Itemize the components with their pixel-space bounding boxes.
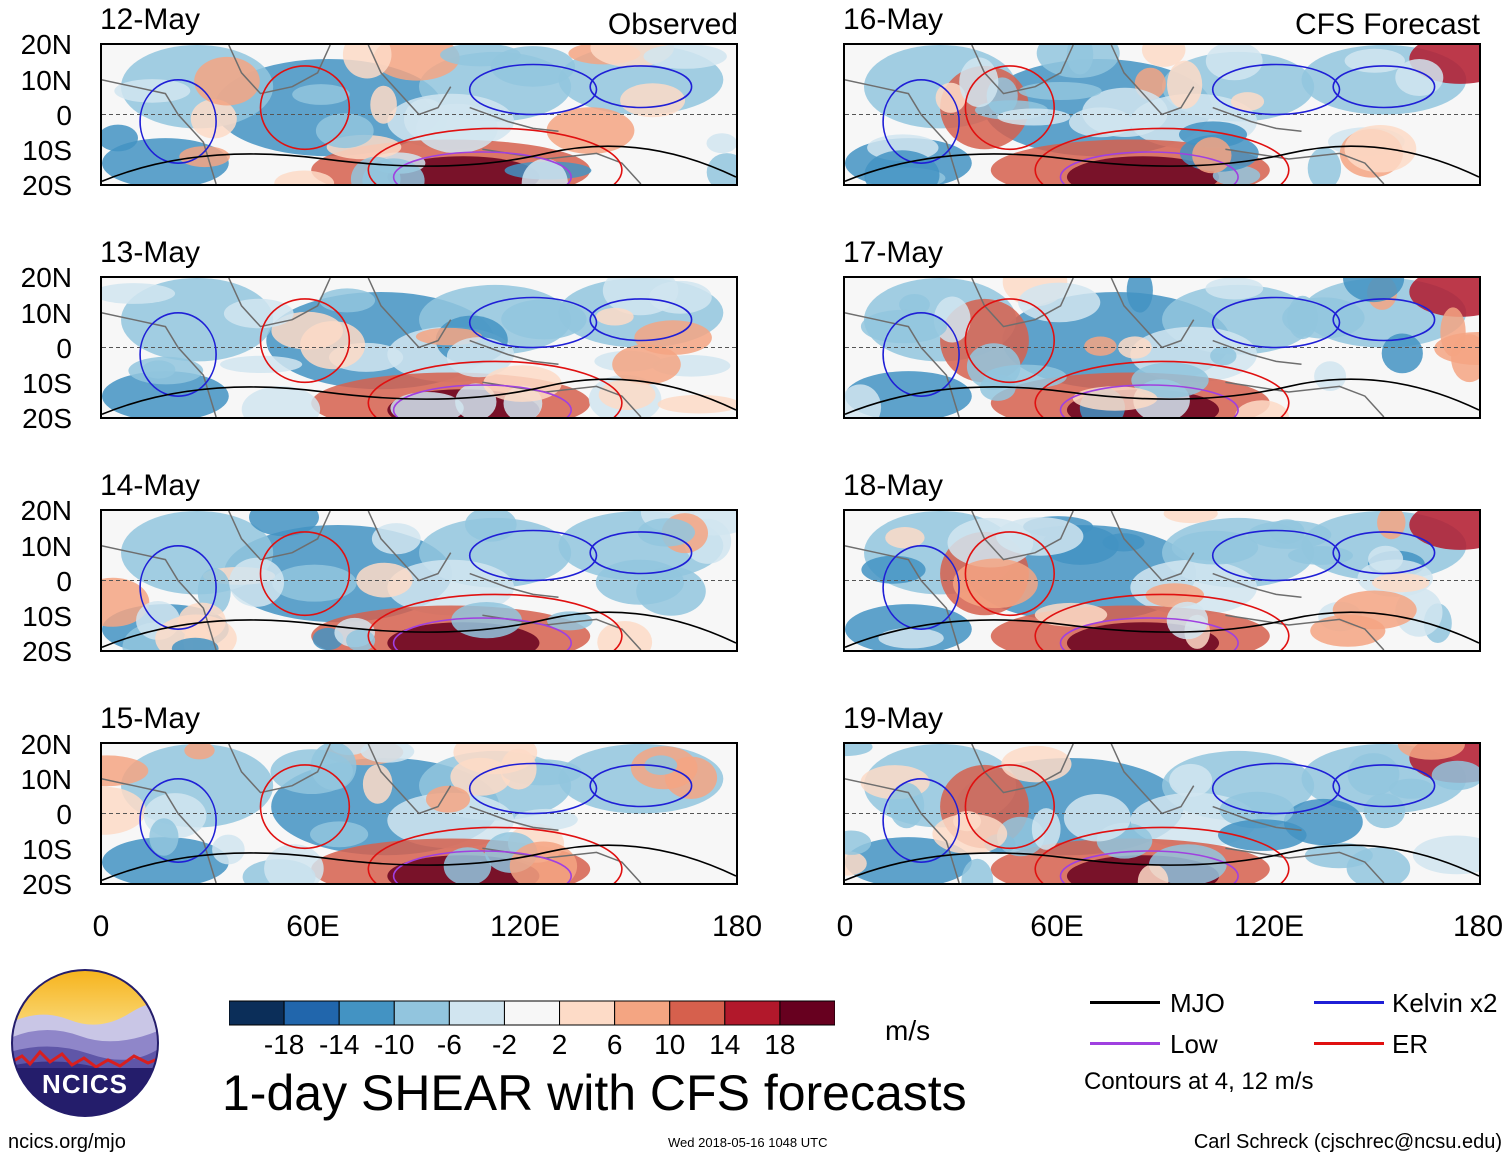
shear-map: [845, 45, 1479, 184]
panel-date: 16-May: [843, 3, 944, 36]
legend-line-low: [1090, 1042, 1160, 1045]
colorbar-swatch: [559, 1000, 616, 1026]
shear-map: [845, 278, 1479, 417]
colorbar-tick-label: 14: [709, 1029, 741, 1060]
panel-date: 18-May: [843, 469, 944, 502]
legend-label-mjo: MJO: [1170, 988, 1225, 1018]
lat-label: 20S: [22, 170, 72, 201]
ncics-logo: NCICS: [10, 968, 160, 1118]
units-label: m/s: [885, 1015, 931, 1046]
legend-line-er: [1314, 1042, 1384, 1045]
logo-text: NCICS: [42, 1069, 128, 1099]
shear-map: [845, 511, 1479, 650]
panel-date: 13-May: [100, 236, 201, 269]
lat-label: 10N: [20, 764, 72, 795]
lat-label: 20N: [20, 495, 72, 526]
footer-timestamp: Wed 2018-05-16 1048 UTC: [668, 1135, 828, 1150]
lat-label: 20N: [20, 262, 72, 293]
shear-map: [102, 278, 736, 417]
colorbar-swatch: [393, 1000, 450, 1026]
colorbar-tick-label: -10: [374, 1029, 415, 1060]
legend-label-kelvin: Kelvin x2: [1392, 988, 1498, 1018]
legend-line-mjo: [1090, 1001, 1160, 1004]
lat-label: 0: [56, 566, 72, 597]
legend-label-er: ER: [1392, 1029, 1429, 1059]
lat-label: 20N: [20, 29, 72, 60]
lat-label: 20S: [22, 403, 72, 434]
map-observed-3: [100, 509, 738, 652]
lat-label: 10N: [20, 298, 72, 329]
colorbar-tick-label: -18: [263, 1029, 305, 1060]
footer-url: ncics.org/mjo: [8, 1131, 126, 1153]
colorbar-tick-label: -14: [318, 1029, 360, 1060]
colorbar-swatch: [724, 1000, 781, 1026]
shear-map: [102, 511, 736, 650]
observed-label: Observed: [607, 8, 738, 41]
cfs-forecast-label: CFS Forecast: [1294, 8, 1480, 41]
panel-date: 15-May: [100, 702, 201, 735]
lon-label: 180: [1452, 910, 1504, 943]
colorbar-swatch: [614, 1000, 671, 1026]
lat-label: 10S: [22, 135, 72, 166]
colorbar-tick-label: 18: [764, 1029, 796, 1060]
colorbar-tick-label: 2: [551, 1029, 568, 1060]
lat-label: 10S: [22, 601, 72, 632]
lat-label: 10S: [22, 368, 72, 399]
colorbar-swatch: [229, 1000, 285, 1026]
logo-graphic: [11, 969, 159, 1117]
map-observed-4: [100, 742, 738, 885]
panel-date: 12-May: [100, 3, 201, 36]
map-observed-2: [100, 276, 738, 419]
map-forecast-1: [843, 43, 1481, 186]
lon-label: 0: [836, 910, 854, 943]
map-forecast-4: [843, 742, 1481, 885]
lon-label: 180: [711, 910, 763, 943]
map-forecast-2: [843, 276, 1481, 419]
panel-date: 14-May: [100, 469, 201, 502]
lat-label: 20S: [22, 869, 72, 900]
legend-note: Contours at 4, 12 m/s: [1084, 1068, 1314, 1095]
footer-author: Carl Schreck (cjschrec@ncsu.edu): [1193, 1131, 1502, 1153]
lat-label: 10S: [22, 834, 72, 865]
colorbar-swatch: [338, 1000, 395, 1026]
colorbar-tick-label: -6: [436, 1029, 462, 1060]
lon-label: 60E: [286, 910, 340, 943]
colorbar-swatch: [779, 1000, 835, 1026]
lat-label: 0: [56, 100, 72, 131]
figure-title: 1-day SHEAR with CFS forecasts: [222, 1065, 967, 1121]
lat-label: 20S: [22, 636, 72, 667]
lat-label: 20N: [20, 729, 72, 760]
panel-date: 19-May: [843, 702, 944, 735]
colorbar-tick-label: 10: [654, 1029, 686, 1060]
map-observed-1: [100, 43, 738, 186]
lat-label: 10N: [20, 531, 72, 562]
legend-label-low: Low: [1170, 1029, 1218, 1059]
colorbar-swatch: [503, 1000, 561, 1026]
colorbar-swatch: [669, 1000, 726, 1026]
shear-map: [102, 45, 736, 184]
colorbar-swatches: [229, 1000, 835, 1026]
lon-label: 120E: [1233, 910, 1305, 943]
colorbar-swatch: [283, 1000, 340, 1026]
lat-label: 10N: [20, 65, 72, 96]
colorbar-swatch: [448, 1000, 505, 1026]
map-forecast-3: [843, 509, 1481, 652]
colorbar-tick-label: 6: [606, 1029, 623, 1060]
lon-label: 120E: [489, 910, 561, 943]
lat-label: 0: [56, 799, 72, 830]
colorbar-tick-label: -2: [492, 1029, 517, 1060]
lon-label: 60E: [1030, 910, 1084, 943]
shear-map: [845, 744, 1479, 883]
legend-line-kelvin: [1314, 1001, 1384, 1004]
lat-label: 0: [56, 333, 72, 364]
lon-label: 0: [92, 910, 110, 943]
panel-date: 17-May: [843, 236, 944, 269]
shear-map: [102, 744, 736, 883]
